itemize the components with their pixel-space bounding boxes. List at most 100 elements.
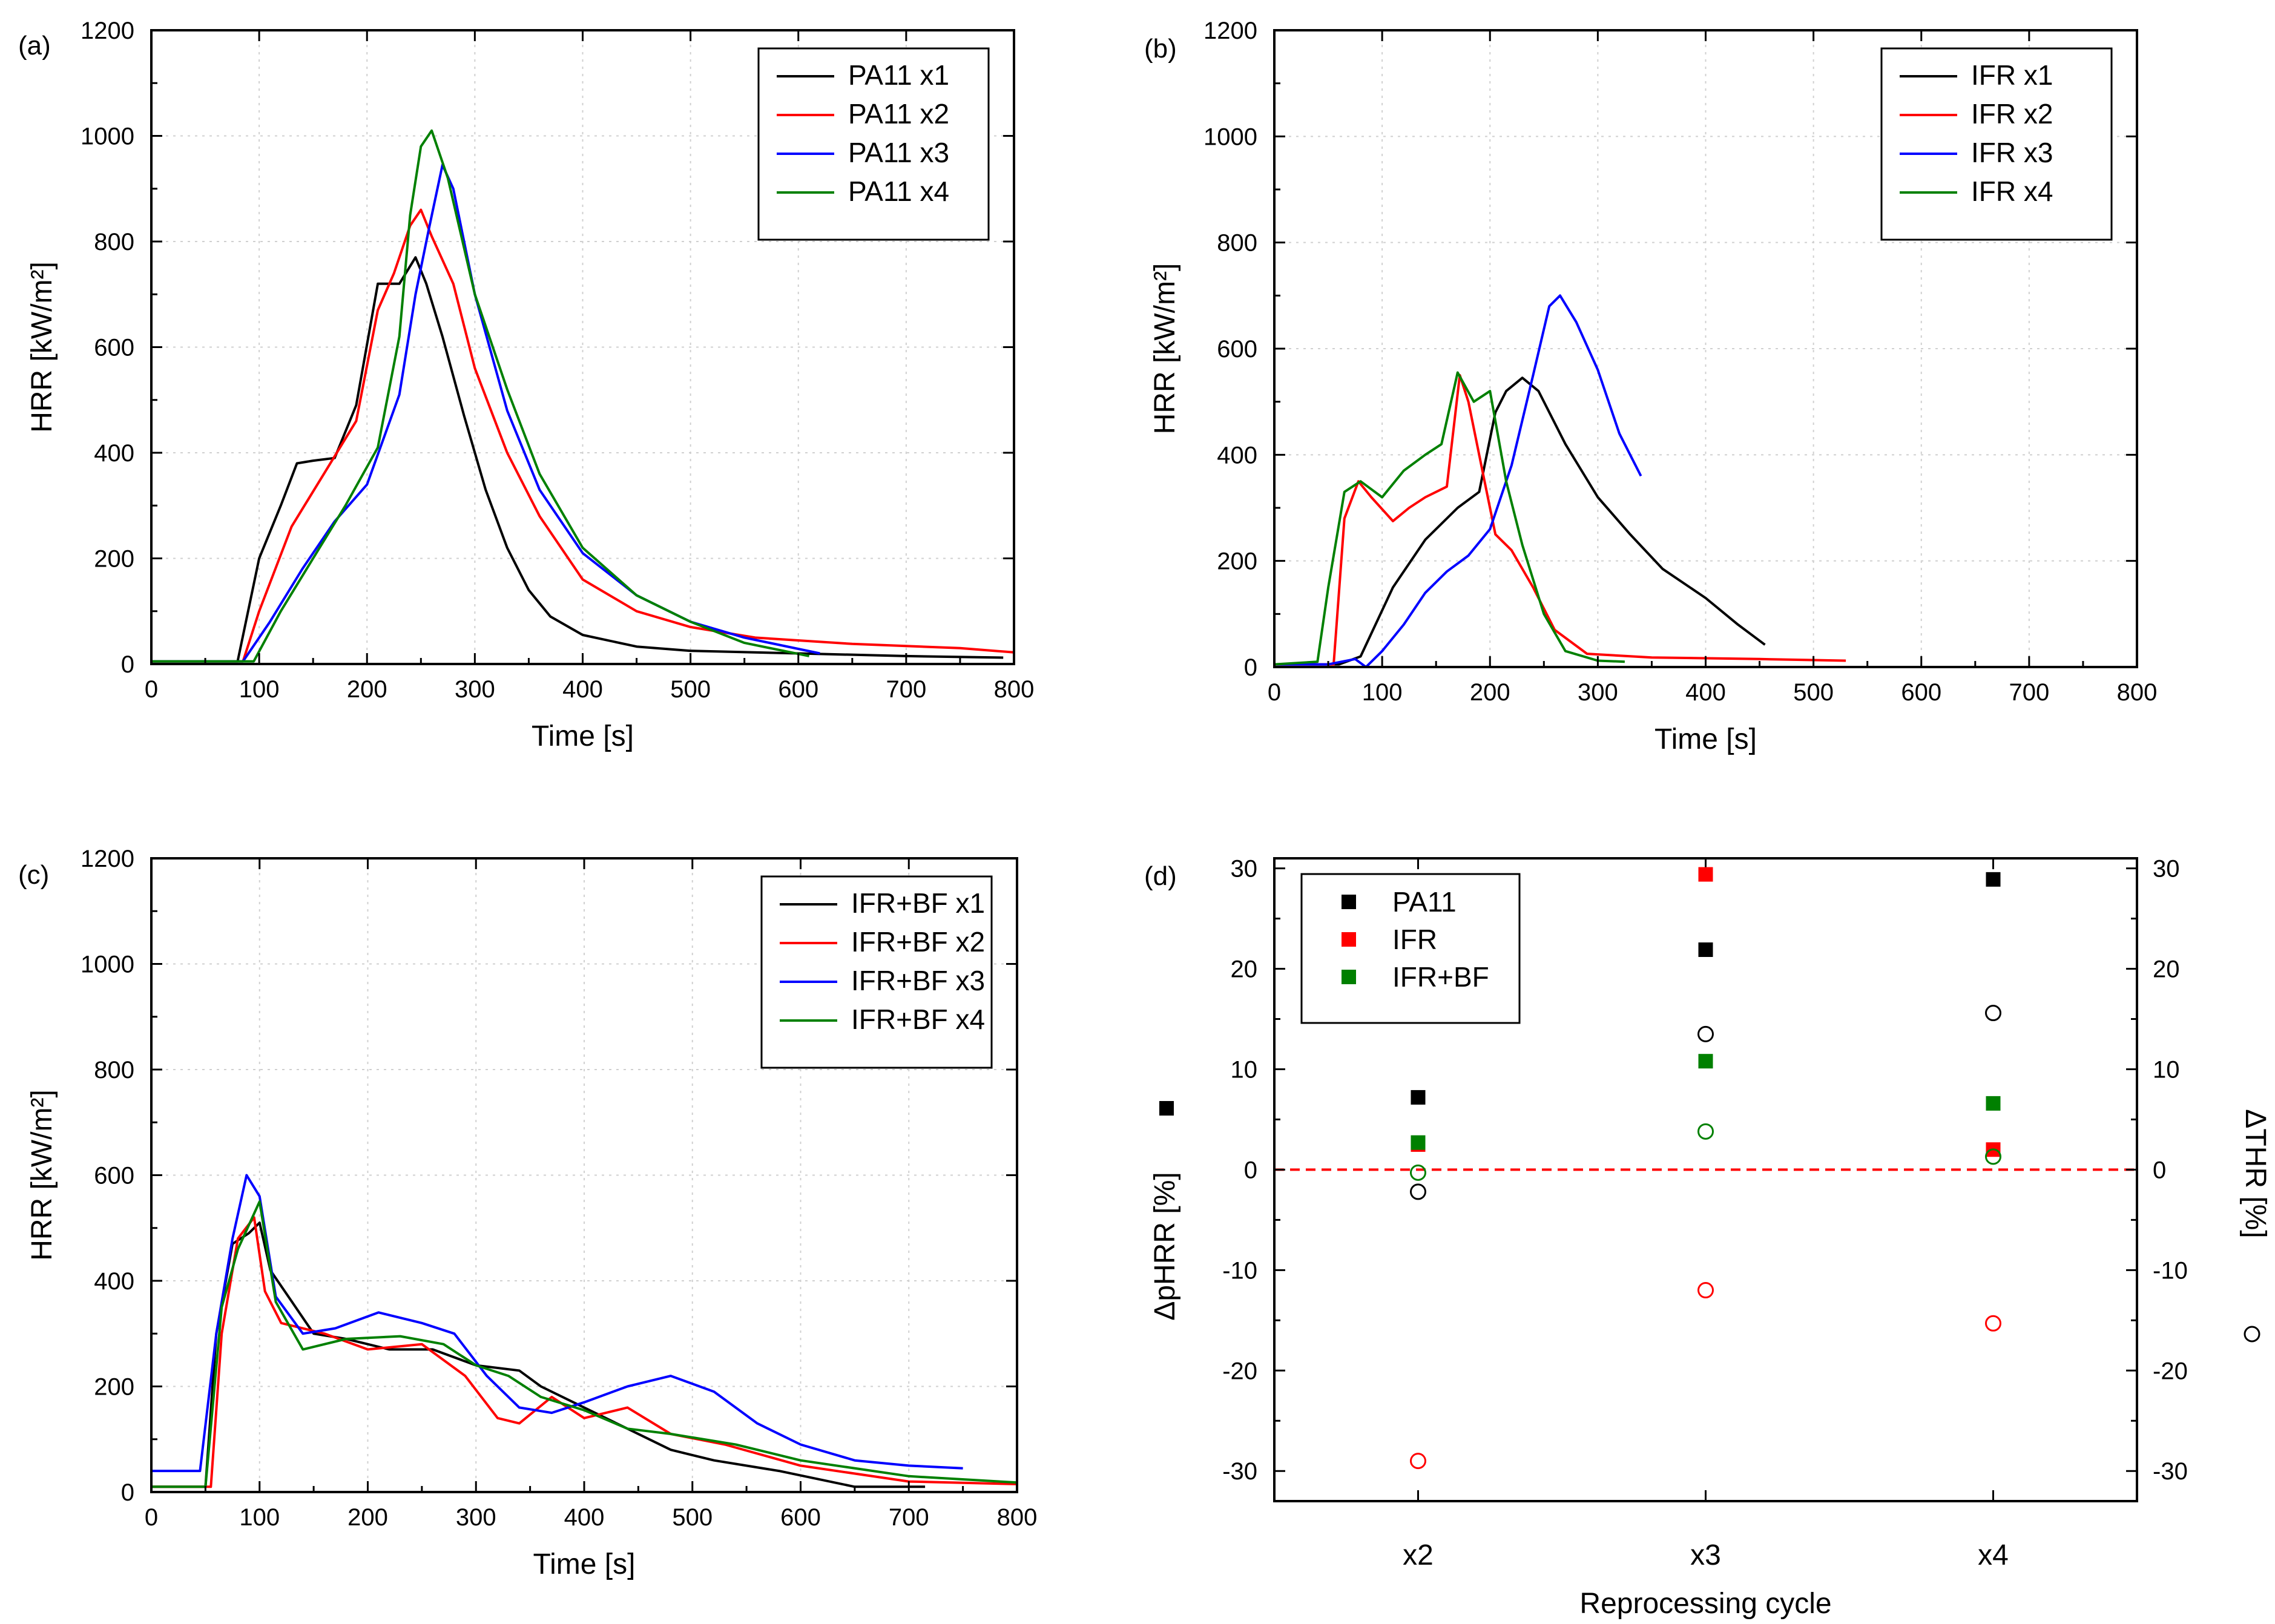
legend-label: PA11 x1 bbox=[848, 59, 949, 91]
y-tick-label: 200 bbox=[1217, 548, 1257, 575]
x-tick-label: 0 bbox=[1268, 679, 1281, 706]
y-tick-label: -20 bbox=[1222, 1358, 1257, 1384]
x-tick-label: 200 bbox=[1470, 679, 1510, 706]
panel-a: 0 100 200 300 400 500 600 700 800 0 200 400 600 800 10… bbox=[18, 18, 1034, 752]
phrr-marker bbox=[1986, 872, 2001, 887]
legend-label: PA11 bbox=[1392, 886, 1457, 918]
y-tick-label: 0 bbox=[1244, 654, 1257, 681]
x-category-label: x3 bbox=[1690, 1539, 1721, 1571]
x-tick-label: 200 bbox=[347, 676, 387, 703]
y-tick-label: -10 bbox=[1222, 1257, 1257, 1284]
legend-swatch bbox=[1342, 895, 1356, 909]
y2-axis-title: ΔTHR [%] bbox=[2239, 1109, 2271, 1238]
y2-axis-circle-symbol bbox=[2244, 1326, 2260, 1343]
phrr-marker bbox=[1698, 867, 1713, 882]
y-axis-title: HRR [kW/m²] bbox=[1149, 263, 1181, 435]
legend: PA11 x1 PA11 x2 PA11 x3 PA11 x4 bbox=[757, 47, 990, 241]
x-tick-label: 100 bbox=[239, 1504, 280, 1531]
y-tick-label: -30 bbox=[1222, 1458, 1257, 1485]
thr-marker bbox=[1697, 1025, 1714, 1042]
x-axis-title: Time [s] bbox=[1654, 723, 1757, 755]
y-tick-label: 1200 bbox=[1203, 18, 1257, 44]
thr-marker bbox=[1985, 1315, 2001, 1332]
x-tick-label: 100 bbox=[239, 676, 280, 703]
x-tick-label: 700 bbox=[886, 676, 927, 703]
series-line-ifr-x3 bbox=[1274, 294, 1642, 668]
x-tick-label: 0 bbox=[145, 1504, 158, 1531]
x-category-label: x2 bbox=[1403, 1539, 1434, 1571]
legend-swatch bbox=[1342, 932, 1356, 947]
y-tick-label: 200 bbox=[94, 546, 134, 573]
x-tick-label: 800 bbox=[994, 676, 1035, 703]
y-tick-label: 600 bbox=[94, 1163, 134, 1189]
y-tick-label: 0 bbox=[121, 1479, 134, 1506]
legend-label: IFR+BF x4 bbox=[851, 1004, 985, 1035]
y-tick-label: 0 bbox=[121, 651, 134, 678]
y-tick-label: 20 bbox=[1231, 956, 1258, 983]
thr-marker bbox=[1697, 1123, 1714, 1140]
x-axis-title: Time [s] bbox=[533, 1548, 636, 1580]
series-line-ifr-x4 bbox=[1274, 371, 1625, 666]
legend-label: PA11 x4 bbox=[848, 176, 949, 207]
y-tick-label: 800 bbox=[1217, 230, 1257, 257]
panel-label: (d) bbox=[1144, 861, 1177, 891]
panel-c: 0 100 200 300 400 500 600 700 800 0 200 400 600 800 10… bbox=[18, 846, 1037, 1580]
y-tick-label: 400 bbox=[1217, 442, 1257, 468]
y-tick-label: 1000 bbox=[1203, 123, 1257, 150]
y-axis-title: HRR [kW/m²] bbox=[26, 261, 58, 433]
series-line-ifr-bf-x3 bbox=[151, 1174, 963, 1473]
y-tick-label: 400 bbox=[94, 1268, 134, 1295]
y-tick-label: 1000 bbox=[81, 123, 134, 150]
phrr-marker bbox=[1698, 942, 1713, 958]
legend-label: IFR x3 bbox=[1971, 137, 2053, 168]
legend-box bbox=[1300, 873, 1521, 1024]
y-axis-title: HRR [kW/m²] bbox=[26, 1090, 58, 1261]
panel-label: (b) bbox=[1144, 34, 1177, 64]
thr-marker bbox=[1697, 1282, 1714, 1299]
thr-marker bbox=[1410, 1453, 1426, 1470]
legend-box bbox=[760, 875, 993, 1069]
y2-tick-label: 10 bbox=[2153, 1056, 2180, 1083]
y-tick-label: 0 bbox=[1244, 1157, 1257, 1183]
x-tick-label: 200 bbox=[347, 1504, 388, 1531]
legend-label: IFR+BF x2 bbox=[851, 926, 985, 958]
y2-tick-label: 0 bbox=[2153, 1157, 2166, 1183]
y2-tick-label: -30 bbox=[2153, 1458, 2188, 1485]
x-axis-title: Reprocessing cycle bbox=[1579, 1588, 1831, 1620]
y-tick-label: 1200 bbox=[81, 846, 134, 872]
thr-marker bbox=[1410, 1164, 1426, 1181]
y-axis-title: ΔpHRR [%] bbox=[1149, 1172, 1181, 1320]
x-category-label: x4 bbox=[1978, 1539, 2009, 1571]
y-tick-label: 800 bbox=[94, 229, 134, 255]
y-tick-label: 600 bbox=[94, 335, 134, 361]
y-tick-label: 800 bbox=[94, 1057, 134, 1083]
series-line-ifr-bf-x1 bbox=[151, 1221, 926, 1488]
y-tick-label: 30 bbox=[1231, 856, 1258, 883]
x-tick-label: 300 bbox=[455, 676, 495, 703]
x-tick-label: 400 bbox=[1685, 679, 1726, 706]
thr-marker bbox=[1985, 1005, 2001, 1022]
legend-label: PA11 x2 bbox=[848, 98, 949, 130]
x-tick-label: 400 bbox=[564, 1504, 605, 1531]
y-tick-label: 1000 bbox=[81, 952, 134, 978]
x-tick-label: 600 bbox=[1901, 679, 1941, 706]
phrr-marker bbox=[1986, 1096, 2001, 1111]
panel-b: 0 100 200 300 400 500 600 700 800 0 200 400 600 800 10… bbox=[1144, 18, 2157, 755]
y2-tick-label: -20 bbox=[2153, 1358, 2188, 1384]
legend-label: IFR+BF bbox=[1392, 961, 1489, 993]
x-axis-title: Time [s] bbox=[532, 720, 634, 752]
y-tick-label: 400 bbox=[94, 440, 134, 467]
legend-label: PA11 x3 bbox=[848, 137, 949, 168]
x-tick-label: 300 bbox=[456, 1504, 496, 1531]
y-tick-label: 200 bbox=[94, 1374, 134, 1401]
series-line-pa11-x1 bbox=[151, 256, 1004, 663]
x-tick-label: 600 bbox=[780, 1504, 821, 1531]
panel-d: -30 -30 -20 -20 -10 -10 0 0 10 10 20 20 30 30 x2 x3 x4 Re… bbox=[1144, 856, 2271, 1620]
legend-swatch bbox=[1342, 970, 1356, 984]
legend: IFR+BF x1 IFR+BF x2 IFR+BF x3 IFR+BF x4 bbox=[760, 875, 993, 1069]
legend: IFR x1 IFR x2 IFR x3 IFR x4 bbox=[1880, 47, 2113, 241]
legend-label: IFR x2 bbox=[1971, 98, 2053, 130]
series-line-ifr-x2 bbox=[1274, 373, 1846, 666]
legend-label: IFR bbox=[1392, 924, 1437, 955]
